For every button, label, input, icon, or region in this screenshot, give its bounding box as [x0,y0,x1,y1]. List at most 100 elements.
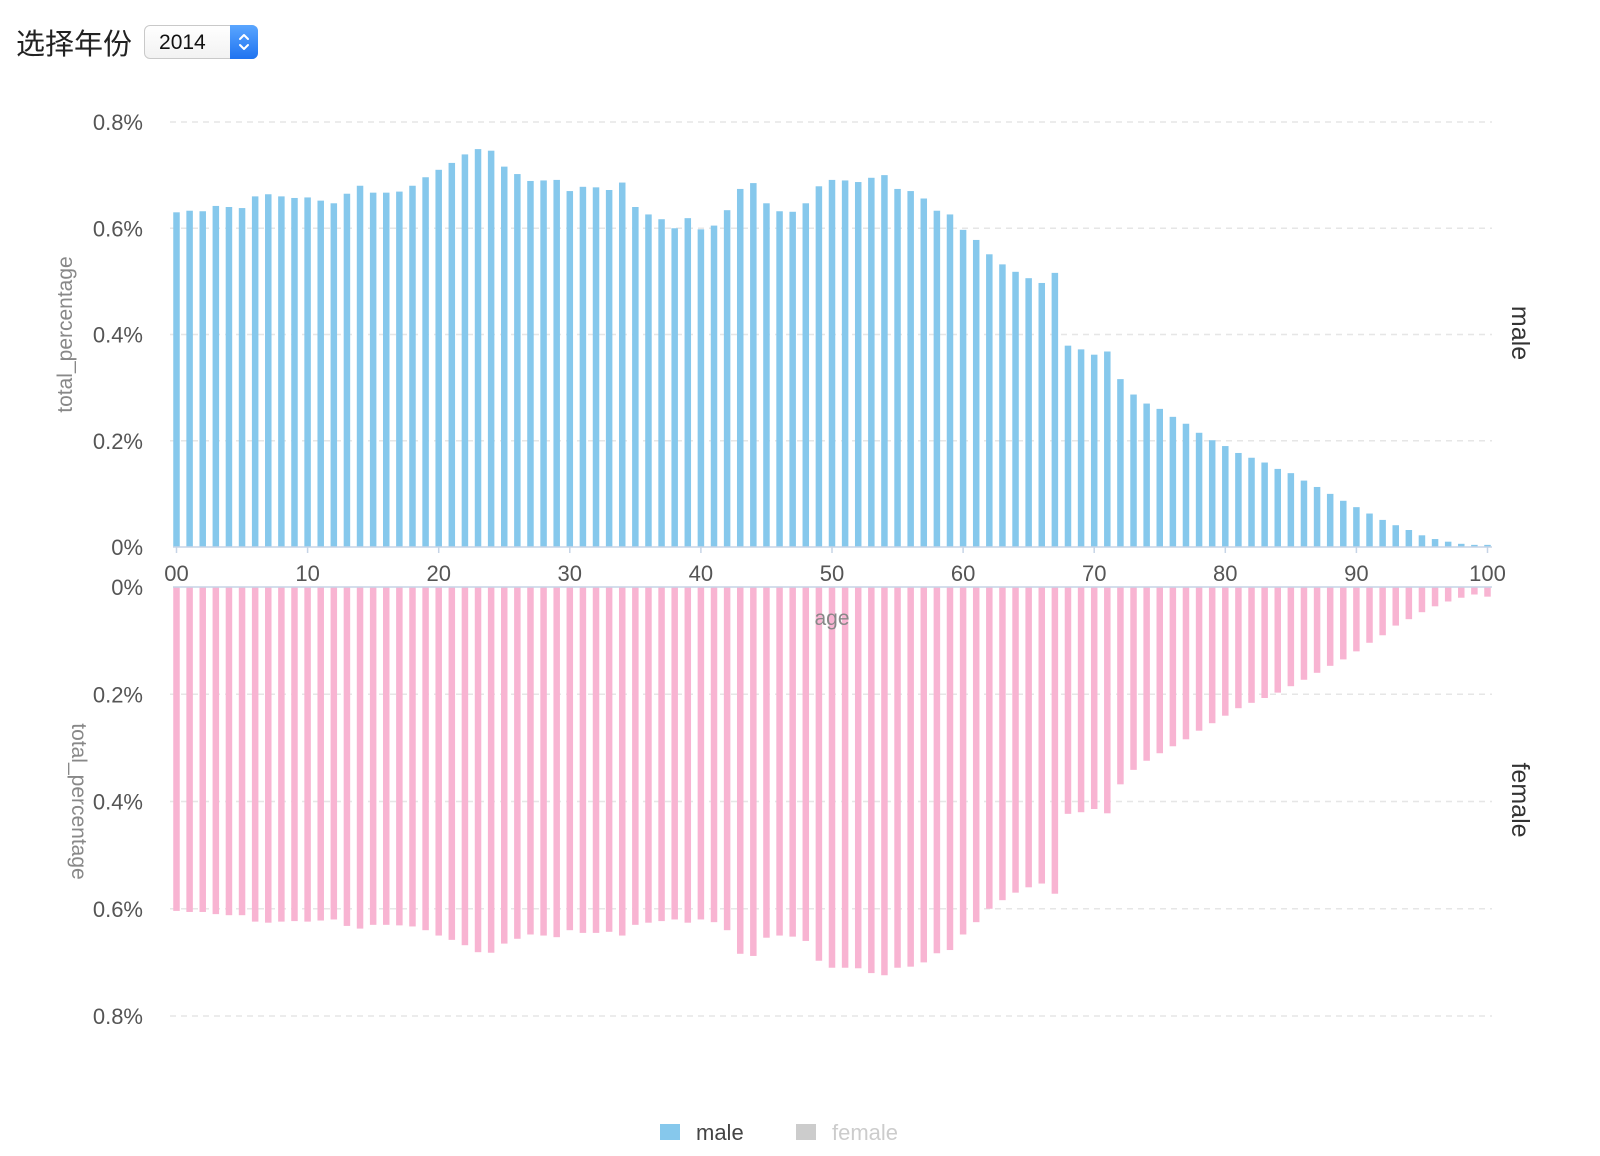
male-bar [1156,408,1163,547]
x-tick-label: 90 [1344,561,1368,586]
female-bar [278,587,285,922]
female-bar [304,587,311,922]
female-bar [946,587,954,951]
female-bar [1051,587,1059,894]
female-bar [173,587,180,911]
male-bar [317,200,324,547]
male-bar [645,214,652,547]
female-bar [1313,587,1321,673]
male-bar [383,192,390,547]
male-bar [750,183,757,547]
male-bar [501,166,508,547]
female-bar [959,587,967,935]
male-bar [474,149,482,547]
female-bar [645,587,652,923]
y-axis-title: total_percentage [54,256,77,412]
male-bar [1340,500,1347,547]
male-bar [946,214,954,547]
male-bar [907,191,914,547]
male-bar [1169,416,1177,547]
legend-swatch-male[interactable] [660,1124,680,1140]
female-bar [1287,587,1295,687]
legend-item-female[interactable]: female [796,1120,898,1145]
legend-label-male[interactable]: male [696,1120,744,1145]
legend: male female [660,1120,898,1145]
male-bar [186,210,193,547]
male-bar [986,254,993,547]
male-bar [304,197,311,547]
female-bar [356,587,364,929]
male-bar [815,186,823,547]
legend-item-male[interactable]: male [660,1120,744,1145]
female-bar [212,587,220,915]
x-tick-label: 10 [295,561,319,586]
female-bar [1182,587,1190,740]
legend-label-female[interactable]: female [832,1120,898,1145]
male-bar [1195,432,1203,547]
male-bar [999,264,1006,547]
x-tick-label: 20 [426,561,450,586]
y-tick-label: 0.6% [93,897,143,922]
facet-label-female: female [1506,762,1534,837]
female-bar [1169,587,1177,747]
female-bar [487,587,495,953]
female-bar [854,587,862,969]
male-bar [933,210,941,547]
female-bar [1484,587,1491,597]
x-tick-label: 70 [1082,561,1106,586]
female-bar [1326,587,1334,666]
female-bar [514,587,521,939]
year-select[interactable]: 2014 [144,25,259,59]
legend-swatch-female[interactable] [796,1124,816,1140]
female-bar [1366,587,1373,643]
male-bar [527,180,534,547]
male-bar [1300,480,1308,547]
male-bar [435,169,442,547]
female-bar [750,587,757,956]
female-bar [1444,587,1452,602]
male-bar [1104,351,1111,547]
female-bar [1458,587,1465,598]
chevron-updown-icon[interactable] [230,25,259,59]
female-bar [1012,587,1019,893]
male-bar [278,196,285,547]
male-bar [894,188,901,547]
male-bar [632,207,639,547]
female-bar [684,587,692,923]
female-bar [697,587,705,920]
y-tick-label: 0.8% [93,1004,143,1029]
male-bar [1117,379,1124,547]
male-bar [763,203,770,547]
male-bar [1326,493,1334,547]
female-bar [1471,587,1478,595]
male-bar [671,228,678,547]
male-bar [868,177,875,547]
female-bar [1025,587,1032,888]
female-bar [527,587,534,935]
female-bar [540,587,547,936]
male-bar [225,207,233,547]
male-bar [828,179,836,547]
female-bar [881,587,888,976]
labels: 0% 0.2% 0.4% 0.6% 0.8% total_percentage male 0%… [54,110,1534,1029]
female-bar [828,587,836,968]
male-bar [540,180,547,547]
female-bar [186,587,193,912]
year-selector-bar: 选择年份 2014 [16,22,259,62]
male-bar [854,182,862,547]
female-bar [1130,587,1137,770]
male-bar [684,218,692,547]
female-bar [841,587,849,968]
male-bar [710,225,718,547]
male-bar [1458,543,1465,547]
female-bar [815,587,823,961]
female-bar [448,587,456,940]
male-bar [1353,507,1360,547]
female-bar [1077,587,1085,813]
female-bar [1222,587,1229,716]
male-bar [343,193,351,547]
x-tick-label: 40 [689,561,713,586]
female-bar [1104,587,1111,814]
x-tick-label: 80 [1213,561,1237,586]
